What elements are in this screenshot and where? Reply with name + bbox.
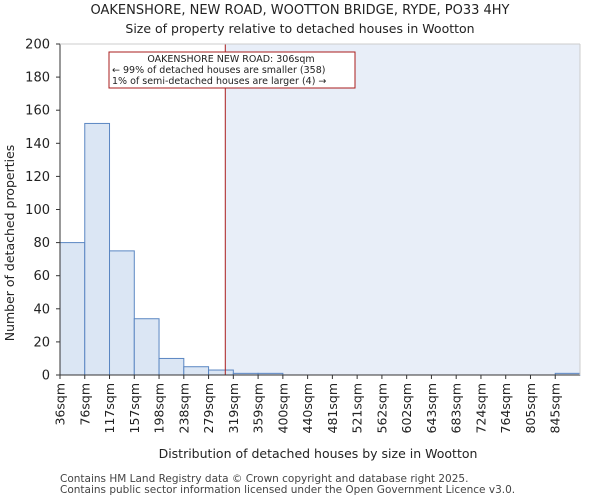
x-tick-label: 602sqm — [399, 383, 414, 433]
x-tick-label: 76sqm — [77, 383, 92, 426]
x-tick-label: 279sqm — [201, 383, 216, 433]
footer-line1: Contains HM Land Registry data © Crown c… — [60, 473, 469, 485]
annotation-line1: OAKENSHORE NEW ROAD: 306sqm — [147, 54, 314, 65]
x-tick-label: 562sqm — [374, 383, 389, 433]
y-tick-label: 180 — [25, 71, 50, 86]
chart-title-line1: OAKENSHORE, NEW ROAD, WOOTTON BRIDGE, RY… — [90, 3, 509, 18]
x-axis-label: Distribution of detached houses by size … — [159, 446, 478, 461]
x-tick-label: 481sqm — [325, 383, 340, 433]
bar — [133, 318, 160, 376]
x-tick-label: 805sqm — [523, 383, 538, 433]
annotation-line3: 1% of semi-detached houses are larger (4… — [112, 76, 326, 87]
footer-line2: Contains public sector information licen… — [60, 484, 516, 496]
x-tick-label: 36sqm — [53, 383, 68, 426]
x-tick-label: 845sqm — [548, 383, 563, 433]
bar — [183, 366, 210, 376]
bar — [84, 122, 111, 376]
y-axis-label: Number of detached properties — [2, 145, 17, 342]
annotation-line2: ← 99% of detached houses are smaller (35… — [112, 65, 325, 76]
bar — [208, 369, 234, 376]
y-tick-label: 0 — [42, 369, 50, 384]
y-tick-label: 100 — [25, 203, 50, 218]
bar — [109, 250, 135, 376]
y-tick-label: 140 — [25, 137, 50, 152]
chart-title-line2: Size of property relative to detached ho… — [125, 21, 474, 36]
y-tick-label: 120 — [25, 170, 50, 185]
x-tick-label: 400sqm — [275, 383, 290, 433]
x-tick-label: 764sqm — [498, 383, 513, 433]
bar — [158, 357, 185, 376]
x-tick-label: 643sqm — [424, 383, 439, 433]
x-tick-label: 319sqm — [226, 383, 241, 433]
y-tick-label: 40 — [33, 302, 50, 317]
x-tick-label: 440sqm — [300, 383, 315, 433]
y-tick-label: 60 — [33, 269, 50, 284]
x-tick-label: 359sqm — [251, 383, 266, 433]
x-tick-label: 683sqm — [449, 383, 464, 433]
annotation-box: OAKENSHORE NEW ROAD: 306sqm ← 99% of det… — [108, 51, 356, 89]
y-tick-label: 200 — [25, 38, 50, 53]
x-tick-label: 157sqm — [127, 383, 142, 433]
bar — [59, 242, 86, 376]
x-tick-label: 238sqm — [176, 383, 191, 433]
y-tick-label: 20 — [33, 335, 50, 350]
x-tick-label: 117sqm — [102, 383, 117, 433]
y-tick-label: 80 — [33, 236, 50, 251]
y-tick-label: 160 — [25, 104, 50, 119]
x-tick-label: 198sqm — [152, 383, 167, 433]
x-tick-label: 521sqm — [350, 383, 365, 433]
highlight-region — [225, 44, 580, 375]
x-tick-label: 724sqm — [473, 383, 488, 433]
